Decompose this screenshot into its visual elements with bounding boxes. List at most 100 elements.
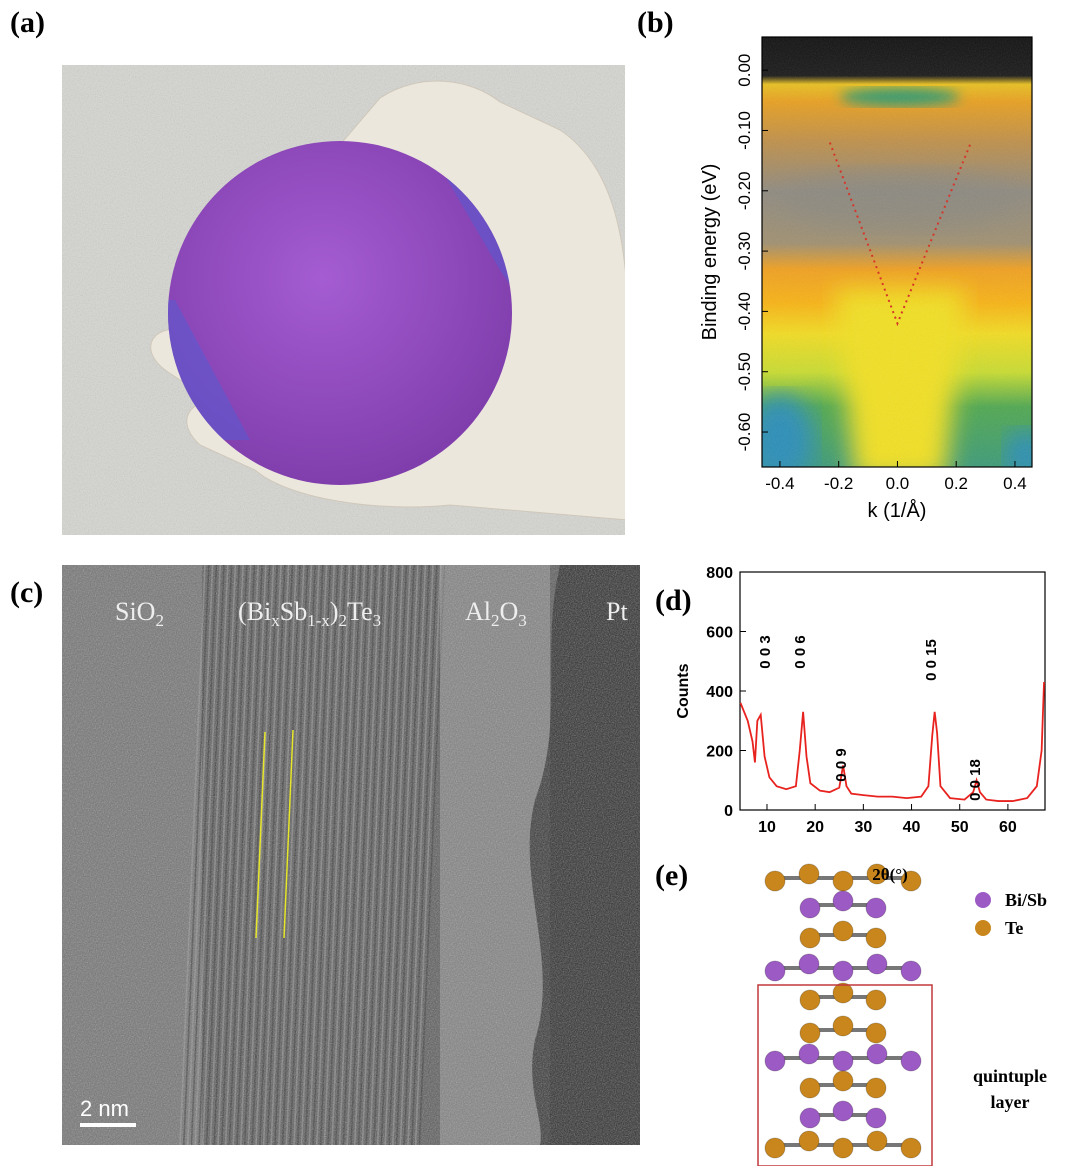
atom (866, 1108, 886, 1128)
atom (833, 1071, 853, 1091)
legend-label: Te (1005, 918, 1023, 938)
atom (866, 1023, 886, 1043)
atom (833, 891, 853, 911)
atom (799, 864, 819, 884)
layer-label-part: Te (347, 597, 373, 626)
plot-frame (740, 572, 1045, 810)
y-tick-label: -0.10 (735, 111, 754, 150)
peak-label: 0 0 9 (833, 748, 850, 781)
box-label: layer (991, 1092, 1030, 1112)
layer-label-part: 1-x (307, 611, 330, 630)
y-tick-label: 200 (706, 744, 733, 761)
x-tick-label: 30 (854, 819, 872, 836)
y-tick-label: -0.30 (735, 232, 754, 271)
layer-label-part: 2 (155, 611, 164, 630)
panel-label: (c) (10, 576, 43, 609)
y-tick-label: -0.50 (735, 352, 754, 391)
x-tick-label: 0.0 (886, 474, 910, 493)
x-tick-label: 40 (903, 819, 921, 836)
atom (833, 961, 853, 981)
y-tick-label: 600 (706, 625, 733, 642)
legend-swatch (975, 892, 991, 908)
atom (765, 871, 785, 891)
layer-label: Pt (606, 597, 628, 626)
y-axis-label: Counts (675, 663, 692, 718)
layer-label-part: Sb (280, 597, 307, 626)
atom (799, 1044, 819, 1064)
atom (833, 1101, 853, 1121)
layer-label-part: ) (330, 597, 339, 626)
atom (800, 1023, 820, 1043)
legend-swatch (975, 920, 991, 936)
x-tick-label: 20 (806, 819, 824, 836)
x-tick-label: 0.4 (1003, 474, 1027, 493)
atom (901, 961, 921, 981)
peak-label: 0 0 3 (757, 635, 774, 668)
y-tick-label: 0.00 (735, 54, 754, 87)
x-axis-label: k (1/Å) (868, 499, 927, 522)
x-tick-label: 0.2 (944, 474, 968, 493)
atom (833, 1138, 853, 1158)
atom (833, 871, 853, 891)
atom (901, 1051, 921, 1071)
y-tick-label: -0.40 (735, 292, 754, 331)
atom (867, 1044, 887, 1064)
layer-label-part: 3 (373, 611, 382, 630)
layer-label-part: (Bi (238, 597, 271, 626)
arpes-image (745, 37, 1045, 485)
atom (833, 921, 853, 941)
atom (833, 1016, 853, 1036)
legend-label: Bi/Sb (1005, 890, 1047, 910)
atom (800, 1078, 820, 1098)
panel-label: (d) (655, 584, 692, 617)
atom (866, 928, 886, 948)
peak-label: 0 0 6 (792, 635, 809, 668)
atom (833, 1051, 853, 1071)
data-line (740, 682, 1044, 801)
x-axis-label: 2θ(°) (872, 865, 908, 884)
atom (765, 1138, 785, 1158)
atom (799, 954, 819, 974)
x-tick-label: 60 (999, 819, 1017, 836)
atom (901, 1138, 921, 1158)
tem-image (62, 565, 640, 1145)
y-tick-label: 400 (706, 684, 733, 701)
atom (866, 898, 886, 918)
layer-label-part: SiO (115, 597, 155, 626)
layer-label-part: Al (465, 597, 491, 626)
atom (800, 928, 820, 948)
y-tick-label: -0.20 (735, 171, 754, 210)
atom (833, 983, 853, 1003)
atom (765, 1051, 785, 1071)
atom (799, 1131, 819, 1151)
figure: (a)(b)(c)(d)(e)SiO2(BixSb1-x)2Te3Al2O3Pt… (0, 0, 1069, 1166)
layer-label-part: O (500, 597, 519, 626)
x-tick-label: -0.4 (765, 474, 794, 493)
atom (867, 1131, 887, 1151)
peak-label: 0 0 18 (967, 759, 984, 801)
y-axis-label: Binding energy (eV) (699, 164, 721, 341)
atom (800, 898, 820, 918)
panel-label: (a) (10, 6, 45, 39)
y-tick-label: 800 (706, 565, 733, 582)
scale-bar-label: 2 nm (80, 1096, 129, 1121)
atom (866, 990, 886, 1010)
atom (867, 954, 887, 974)
atom (866, 1078, 886, 1098)
y-tick-label: -0.60 (735, 413, 754, 452)
atom (765, 961, 785, 981)
layer-label-part: 2 (339, 611, 348, 630)
x-tick-label: -0.2 (824, 474, 853, 493)
panel-label: (b) (637, 6, 674, 39)
layer-label-part: 3 (518, 611, 527, 630)
y-tick-label: 0 (724, 803, 733, 820)
box-label: quintuple (973, 1066, 1047, 1086)
peak-label: 0 0 15 (923, 639, 940, 681)
layer-label-part: 2 (491, 611, 500, 630)
panel-label: (e) (655, 859, 688, 892)
atom (800, 1108, 820, 1128)
layer-label-part: Pt (606, 597, 628, 626)
wafer-photo (62, 65, 628, 535)
x-tick-label: 10 (758, 819, 776, 836)
x-tick-label: 50 (951, 819, 969, 836)
